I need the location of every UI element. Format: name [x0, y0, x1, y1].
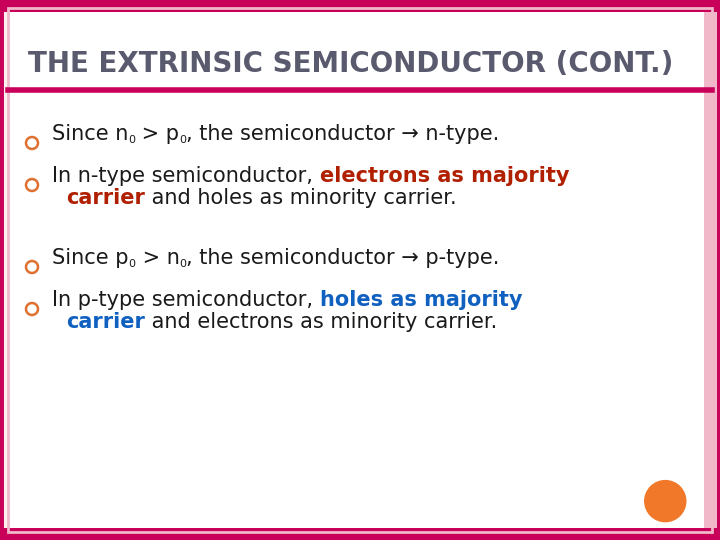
Text: 0: 0: [179, 259, 186, 269]
Text: Since n: Since n: [52, 124, 128, 144]
Text: Since p: Since p: [52, 248, 128, 268]
Bar: [704, 12, 720, 528]
Text: > n: > n: [135, 248, 179, 268]
Text: electrons as majority: electrons as majority: [320, 166, 569, 186]
Text: and electrons as minority carrier.: and electrons as minority carrier.: [145, 312, 497, 332]
Text: THE EXTRINSIC SEMICONDUCTOR (CONT.): THE EXTRINSIC SEMICONDUCTOR (CONT.): [28, 50, 673, 78]
Text: > p: > p: [135, 124, 179, 144]
Bar: [0, 0, 720, 12]
Text: and holes as minority carrier.: and holes as minority carrier.: [145, 188, 456, 208]
Circle shape: [645, 481, 686, 522]
Text: 0: 0: [179, 135, 186, 145]
Bar: [0, 528, 720, 540]
Text: In n-type semiconductor,: In n-type semiconductor,: [52, 166, 320, 186]
Text: , the semiconductor → n-type.: , the semiconductor → n-type.: [186, 124, 500, 144]
Text: holes as majority: holes as majority: [320, 290, 522, 310]
Text: In p-type semiconductor,: In p-type semiconductor,: [52, 290, 320, 310]
Text: 0: 0: [128, 135, 135, 145]
Text: 0: 0: [128, 259, 135, 269]
Text: , the semiconductor → p-type.: , the semiconductor → p-type.: [186, 248, 500, 268]
Text: carrier: carrier: [66, 312, 145, 332]
Text: carrier: carrier: [66, 188, 145, 208]
